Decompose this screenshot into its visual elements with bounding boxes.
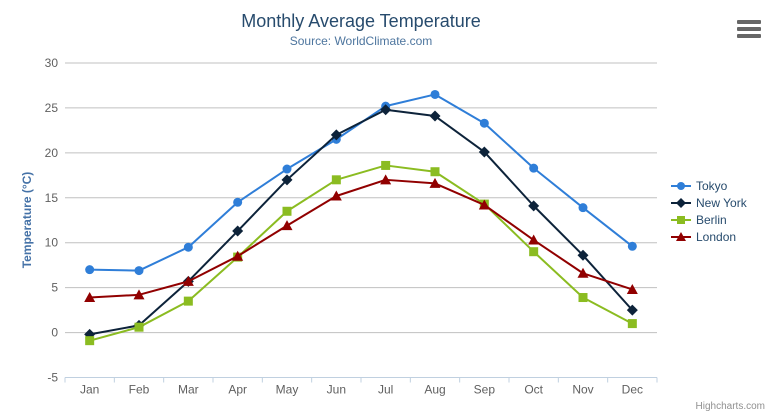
series-tokyo[interactable]: [85, 89, 637, 276]
highcharts-credit-link[interactable]: Highcharts.com: [695, 401, 765, 412]
y-axis-label: -5: [47, 371, 58, 385]
x-axis-label: Jan: [80, 383, 99, 397]
hamburger-icon: [737, 20, 761, 24]
diamond-marker-icon: [671, 197, 691, 208]
x-axis-label: Nov: [572, 383, 593, 397]
y-axis-label: 25: [45, 101, 59, 115]
legend-item-new-york[interactable]: New York: [671, 194, 747, 211]
x-axis-label: Jun: [327, 383, 346, 397]
hamburger-icon: [737, 27, 761, 31]
y-axis-label: 15: [45, 191, 59, 205]
legend-label-berlin: Berlin: [696, 212, 727, 227]
y-axis-label: 0: [51, 326, 58, 340]
x-axis-label: Oct: [524, 383, 543, 397]
series-new-york[interactable]: [84, 104, 638, 340]
circle-marker-icon: [671, 181, 691, 190]
x-axis-label: Aug: [424, 383, 445, 397]
x-axis-label: Feb: [129, 383, 150, 397]
x-axis-label: Mar: [178, 383, 199, 397]
square-marker-icon: [671, 215, 691, 224]
legend-label-tokyo: Tokyo: [696, 178, 728, 193]
series-london[interactable]: [84, 174, 638, 303]
legend-label-new-york: New York: [696, 195, 747, 210]
legend-item-tokyo[interactable]: Tokyo: [671, 177, 747, 194]
x-axis-label: Dec: [622, 383, 643, 397]
y-axis-title: Temperature (°C): [20, 171, 34, 269]
legend-item-berlin[interactable]: Berlin: [671, 211, 747, 228]
x-axis-label: Jul: [378, 383, 393, 397]
legend-item-london[interactable]: London: [671, 228, 747, 245]
hamburger-icon: [737, 34, 761, 38]
triangle-marker-icon: [671, 231, 691, 241]
y-axis-label: 20: [45, 146, 59, 160]
x-axis-label: Apr: [228, 383, 247, 397]
legend-label-london: London: [696, 229, 737, 244]
y-axis-label: 30: [45, 56, 59, 70]
x-axis-label: May: [276, 383, 299, 397]
export-menu-button[interactable]: [736, 19, 762, 39]
x-axis-label: Sep: [474, 383, 496, 397]
legend: Tokyo New York Berlin London: [671, 177, 747, 245]
y-axis-label: 10: [45, 236, 59, 250]
y-axis-label: 5: [51, 281, 58, 295]
